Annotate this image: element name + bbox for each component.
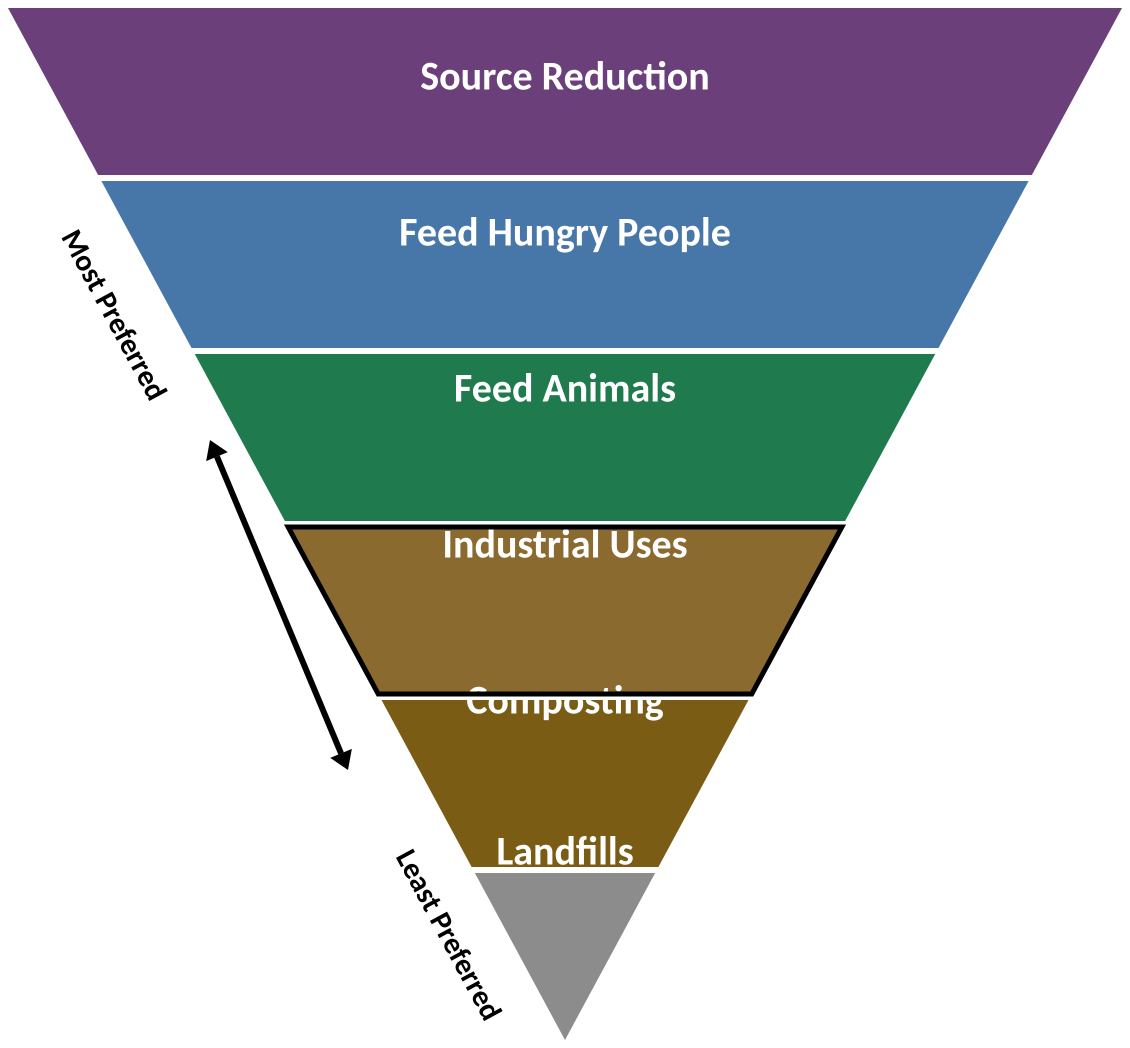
funnel-tier-label: Landfills bbox=[496, 827, 633, 876]
funnel-tier bbox=[101, 181, 1028, 348]
funnel-diagram: Source Reduction Feed Hungry People Feed A… bbox=[0, 0, 1130, 1048]
funnel-tier-label: Feed Hungry People bbox=[399, 208, 731, 257]
funnel-tier-label: Source Reduction bbox=[420, 52, 710, 101]
funnel-tier-label: Composting bbox=[466, 676, 664, 725]
funnel-tier-label: Feed Animals bbox=[454, 364, 676, 413]
